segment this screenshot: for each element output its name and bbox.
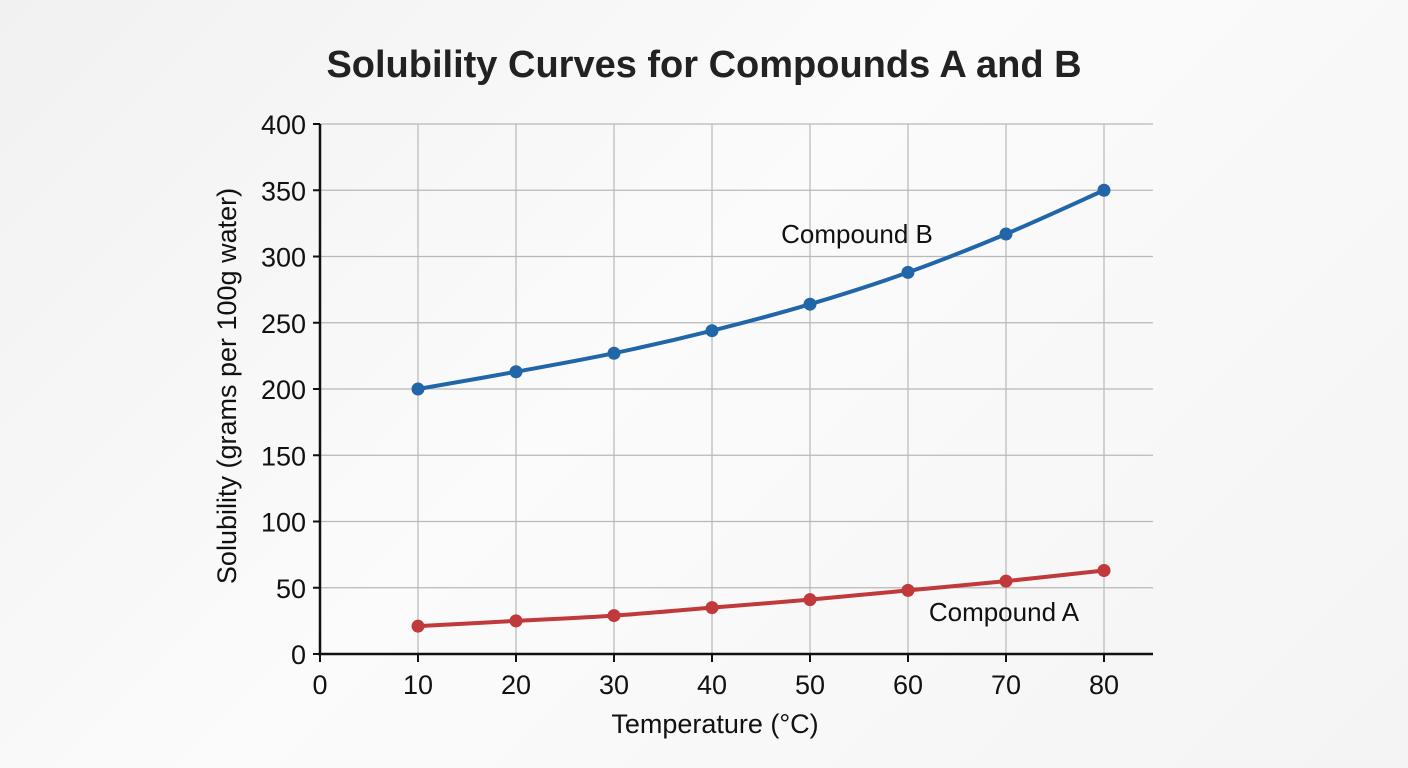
compound-a-point [705,601,719,615]
y-tick-label: 0 [291,640,306,670]
compound-a-label: Compound A [929,597,1080,627]
x-tick-label: 70 [991,670,1021,700]
y-tick-label: 250 [261,309,306,339]
x-tick-label: 20 [501,670,531,700]
chart-title: Solubility Curves for Compounds A and B [326,44,1081,86]
x-tick-label: 30 [599,670,629,700]
grid [320,123,1153,654]
y-tick-label: 350 [261,176,306,206]
compound-b-point [999,227,1013,241]
compound-b-point [901,265,915,279]
x-tick-label: 0 [312,670,327,700]
compound-b-point [509,365,523,379]
compound-a-point [803,593,817,607]
series-labels: Compound B Compound A [781,219,1080,627]
y-axis-label: Solubility (grams per 100g water) [212,188,242,584]
x-axis-label: Temperature (°C) [611,709,818,739]
compound-a-line [416,568,1106,629]
y-tick-label: 50 [276,574,306,604]
compound-b-label: Compound B [781,219,933,249]
x-tick-label: 10 [403,670,433,700]
x-tick-label: 50 [795,670,825,700]
compound-b-line [416,188,1106,391]
compound-a-point [509,614,523,628]
y-tick-label: 100 [261,508,306,538]
x-tick-label: 80 [1089,670,1119,700]
compound-b-point [607,346,621,360]
x-tick-label: 40 [697,670,727,700]
compound-b-point [1097,183,1111,197]
compound-b-point [411,382,425,396]
compound-a-point [999,574,1013,588]
compound-a-point [607,609,621,623]
x-tick-label: 60 [893,670,923,700]
y-tick-label: 200 [261,375,306,405]
series-layer [411,183,1111,633]
compound-a-point [1097,564,1111,578]
axes: 0 50 100 150 200 250 300 350 400 0 10 20 30 40 50 60 70 8… [261,110,1153,700]
compound-a-point [901,583,915,597]
y-tick-label: 150 [261,441,306,471]
compound-a-point [411,619,425,633]
compound-b-point [705,324,719,338]
compound-b-point [803,297,817,311]
y-tick-label: 300 [261,243,306,273]
y-tick-label: 400 [261,110,306,140]
